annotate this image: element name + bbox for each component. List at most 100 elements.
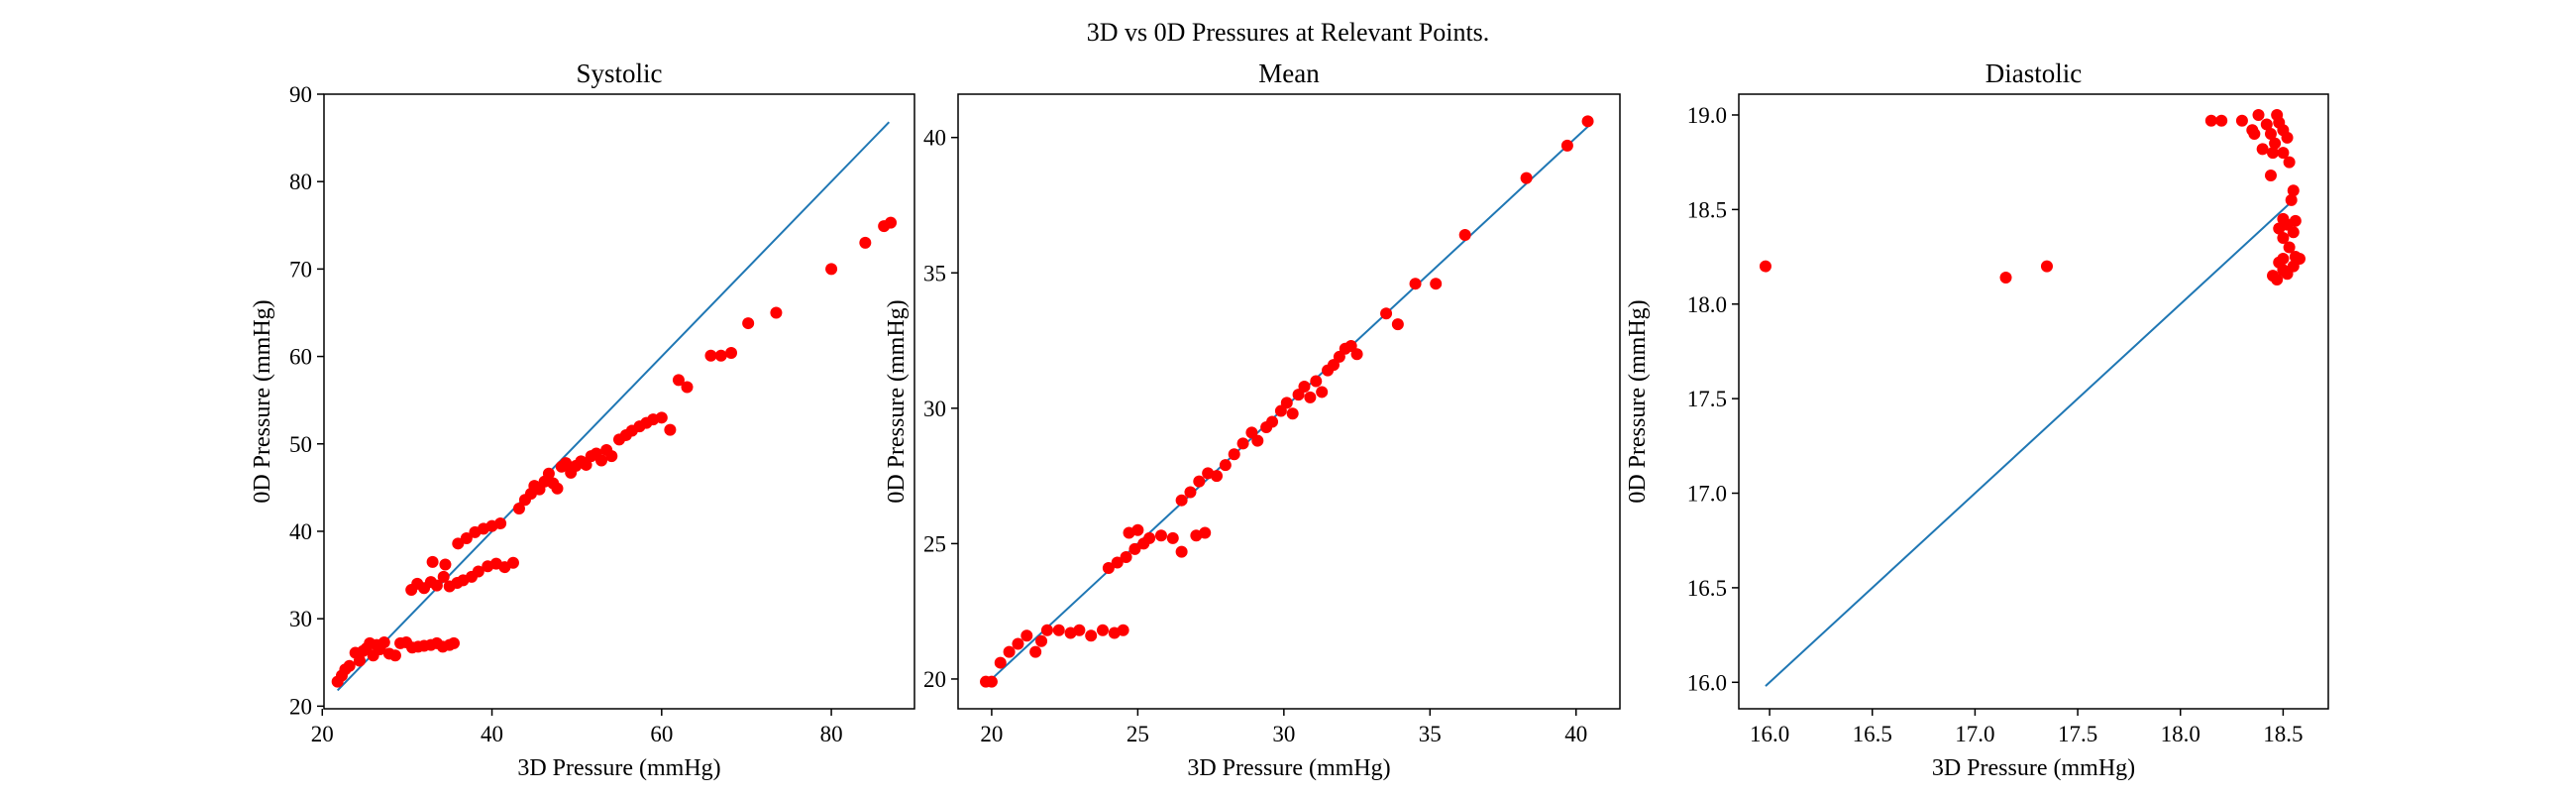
systolic-xtick-label: 20 bbox=[311, 722, 334, 746]
mean-data-point bbox=[1052, 624, 1065, 636]
systolic-data-point bbox=[672, 374, 685, 387]
diastolic-data-point bbox=[2267, 147, 2280, 160]
systolic-xlabel: 3D Pressure (mmHg) bbox=[517, 755, 720, 781]
systolic-axes-frame bbox=[323, 93, 915, 710]
mean-xtick-label: 20 bbox=[980, 722, 1003, 746]
systolic-data-point bbox=[494, 517, 507, 530]
mean-data-point bbox=[1073, 624, 1086, 636]
mean-data-point bbox=[1040, 624, 1053, 636]
mean-data-point bbox=[1199, 526, 1212, 539]
mean-ytick-label: 40 bbox=[923, 126, 946, 151]
mean-data-point bbox=[1280, 397, 1293, 409]
diastolic-data-point bbox=[2277, 147, 2290, 160]
systolic-data-point bbox=[448, 636, 461, 649]
mean-data-point bbox=[1458, 229, 1471, 242]
mean-data-point bbox=[1184, 486, 1197, 499]
systolic-data-point bbox=[439, 558, 452, 571]
systolic-xtick-label: 40 bbox=[481, 722, 503, 746]
mean-data-point bbox=[1266, 415, 1279, 428]
systolic-data-point bbox=[388, 649, 401, 662]
mean-data-point bbox=[1085, 629, 1098, 642]
diastolic-data-point bbox=[2281, 268, 2294, 281]
diastolic-data-point bbox=[1999, 272, 2012, 285]
diastolic-title: Diastolic bbox=[1986, 58, 2082, 88]
systolic-data-point bbox=[725, 347, 738, 360]
diastolic-xtick-label: 17.5 bbox=[2058, 722, 2097, 746]
diastolic-data-point bbox=[2264, 170, 2277, 182]
diastolic-data-point bbox=[2283, 156, 2296, 169]
systolic-data-point bbox=[430, 579, 443, 592]
mean-data-point bbox=[1236, 437, 1249, 450]
systolic-data-point bbox=[714, 349, 727, 362]
systolic-data-point bbox=[580, 458, 592, 471]
diastolic-data-point bbox=[2273, 222, 2286, 235]
diastolic-data-point bbox=[2281, 131, 2294, 144]
systolic-data-point bbox=[595, 454, 608, 467]
mean-xtick-label: 30 bbox=[1272, 722, 1295, 746]
systolic-ytick-label: 40 bbox=[289, 519, 312, 544]
diastolic-ytick-label: 18.0 bbox=[1687, 292, 1727, 317]
diastolic-xlabel: 3D Pressure (mmHg) bbox=[1932, 755, 2135, 781]
diastolic-data-point bbox=[2215, 114, 2228, 127]
mean-data-point bbox=[985, 675, 998, 688]
diastolic-ytick-label: 18.5 bbox=[1687, 197, 1727, 222]
mean-data-point bbox=[1286, 407, 1299, 420]
systolic-data-point bbox=[437, 570, 450, 583]
systolic-data-point bbox=[426, 555, 439, 568]
systolic-ylabel: 0D Pressure (mmHg) bbox=[250, 299, 275, 503]
mean-data-point bbox=[1409, 278, 1422, 290]
systolic-data-point bbox=[885, 216, 898, 229]
systolic-data-point bbox=[681, 381, 694, 394]
diastolic-data-point bbox=[2271, 108, 2284, 121]
diastolic-ylabel: 0D Pressure (mmHg) bbox=[1625, 299, 1651, 503]
diastolic-data-point bbox=[2235, 114, 2248, 127]
systolic-data-point bbox=[452, 537, 465, 550]
diastolic-xtick-label: 16.5 bbox=[1853, 722, 1892, 746]
mean-data-point bbox=[1175, 494, 1188, 507]
diastolic-xtick-label: 18.0 bbox=[2161, 722, 2200, 746]
mean-data-point bbox=[1143, 531, 1156, 544]
systolic-data-point bbox=[742, 317, 755, 330]
diastolic-data-point bbox=[2283, 241, 2296, 254]
systolic-data-point bbox=[460, 532, 473, 545]
diastolic-data-point bbox=[2248, 128, 2261, 141]
mean-data-point bbox=[1166, 531, 1179, 544]
mean-data-point bbox=[1120, 551, 1132, 564]
diastolic-data-point bbox=[2260, 118, 2273, 131]
mean-ytick-label: 35 bbox=[923, 261, 946, 285]
mean-data-point bbox=[1316, 386, 1329, 399]
systolic-ytick-label: 60 bbox=[289, 345, 312, 370]
systolic-data-point bbox=[512, 503, 525, 515]
mean-data-point bbox=[1012, 637, 1024, 650]
diastolic-data-point bbox=[2287, 226, 2300, 239]
mean-data-point bbox=[1128, 542, 1141, 555]
systolic-data-point bbox=[664, 423, 677, 436]
systolic-ytick-label: 30 bbox=[289, 607, 312, 631]
diastolic-data-point bbox=[2269, 137, 2282, 150]
diastolic-ytick-label: 17.5 bbox=[1687, 387, 1727, 411]
mean-title: Mean bbox=[1258, 58, 1320, 88]
mean-data-point bbox=[1029, 645, 1042, 658]
mean-data-point bbox=[994, 656, 1007, 669]
mean-data-point bbox=[1560, 139, 1573, 152]
mean-data-point bbox=[1310, 375, 1323, 388]
systolic-ytick-label: 20 bbox=[289, 694, 312, 719]
systolic-data-point bbox=[770, 306, 783, 319]
mean-data-point bbox=[1380, 307, 1393, 320]
systolic-ytick-label: 70 bbox=[289, 257, 312, 282]
diastolic-data-point bbox=[2264, 128, 2277, 141]
systolic-data-point bbox=[506, 556, 519, 569]
mean-data-point bbox=[1102, 561, 1115, 574]
systolic-panel: Systolic 3D Pressure (mmHg) 0D Pressure … bbox=[250, 58, 915, 781]
mean-xtick-label: 35 bbox=[1419, 722, 1442, 746]
systolic-data-point bbox=[542, 467, 555, 480]
mean-data-point bbox=[1096, 624, 1109, 636]
mean-data-point bbox=[1035, 634, 1048, 647]
diastolic-ytick-label: 19.0 bbox=[1687, 103, 1727, 128]
mean-data-point bbox=[1111, 556, 1124, 569]
mean-data-point bbox=[1228, 448, 1240, 461]
systolic-data-point bbox=[605, 450, 618, 463]
